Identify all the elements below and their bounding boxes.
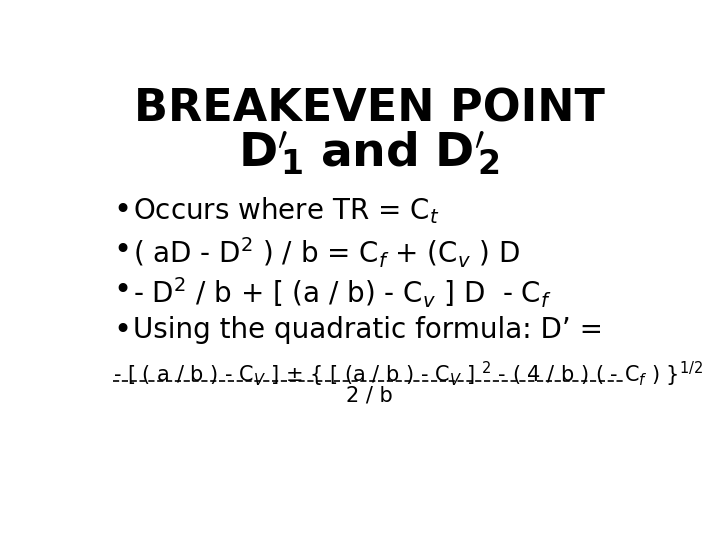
- Text: •: •: [113, 236, 131, 265]
- Text: •: •: [113, 195, 131, 225]
- Text: $\mathbf{D'\!_1}$ $\mathbf{and\ D'\!_2}$: $\mathbf{D'\!_1}$ $\mathbf{and\ D'\!_2}$: [238, 130, 500, 178]
- Text: •: •: [113, 316, 131, 345]
- Text: - [ ( a / b ) - C$_V$ ] ± { [ (a / b ) - C$_V$ ] $^2$ - ( 4 / b ) ( - C$_f$ ) }$: - [ ( a / b ) - C$_V$ ] ± { [ (a / b ) -…: [113, 360, 703, 389]
- Text: •: •: [113, 276, 131, 305]
- Text: BREAKEVEN POINT: BREAKEVEN POINT: [134, 88, 604, 131]
- Text: 2 / b: 2 / b: [346, 385, 392, 405]
- Text: Occurs where TR = C$_t$: Occurs where TR = C$_t$: [132, 195, 439, 226]
- Text: - D$^2$ / b + [ (a / b) - C$_v$ ] D  - C$_f$: - D$^2$ / b + [ (a / b) - C$_v$ ] D - C$…: [132, 276, 552, 310]
- Text: Using the quadratic formula: D’ =: Using the quadratic formula: D’ =: [132, 316, 603, 344]
- Text: ( aD - D$^2$ ) / b = C$_f$ + (C$_v$ ) D: ( aD - D$^2$ ) / b = C$_f$ + (C$_v$ ) D: [132, 236, 519, 271]
